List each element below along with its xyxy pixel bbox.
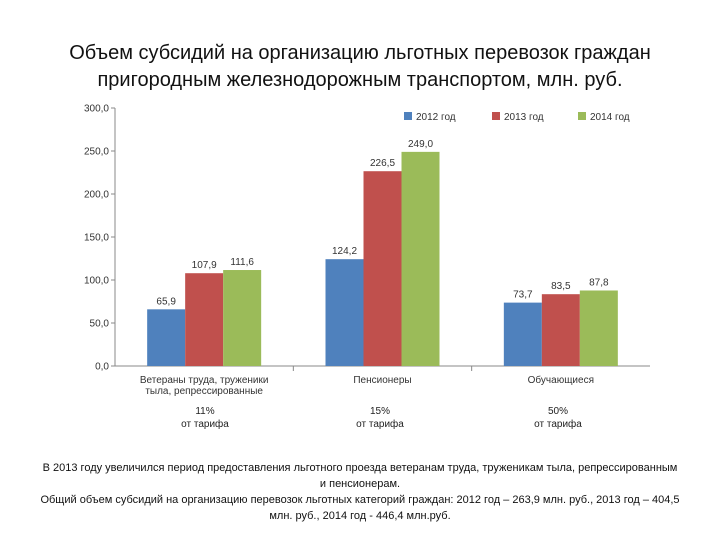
legend-label: 2014 год: [590, 112, 630, 123]
bar: [401, 151, 440, 366]
bar: [503, 302, 542, 366]
bar: [363, 171, 402, 366]
legend-swatch: [404, 112, 412, 120]
annotation-percent: 50%: [547, 406, 568, 417]
bar: [541, 294, 580, 366]
legend-swatch: [492, 112, 500, 120]
bar: [223, 270, 262, 366]
category-label: Пенсионеры: [353, 375, 411, 386]
data-label: 73,7: [513, 290, 533, 301]
chart-area: 0,0 50,0 100,0 150,0 200,0 250,0 300,0 65,9 107,…: [60, 100, 660, 410]
annotation-percent: 15%: [369, 406, 390, 417]
data-label: 65,9: [156, 296, 176, 307]
annotation-text: от тарифа: [534, 419, 582, 430]
data-label: 124,2: [332, 246, 357, 257]
y-tick-label: 50,0: [90, 319, 110, 330]
legend-swatch: [578, 112, 586, 120]
bar: [185, 273, 224, 366]
y-tick-label: 100,0: [84, 276, 109, 287]
bar: [147, 309, 186, 366]
y-tick-label: 300,0: [84, 104, 109, 115]
annotation-percent: 11%: [195, 406, 215, 417]
bar: [579, 290, 618, 366]
category-label: Обучающиеся: [528, 374, 594, 386]
footer-line-2: Общий объем субсидий на организацию пере…: [40, 494, 680, 522]
data-label: 111,6: [230, 257, 254, 268]
legend-label: 2013 год: [504, 112, 544, 123]
footer-line-1: В 2013 году увеличился период предоставл…: [42, 462, 678, 490]
category-label: Ветераны труда, труженики: [140, 375, 269, 386]
bar-chart: 0,0 50,0 100,0 150,0 200,0 250,0 300,0 65,9 107,…: [84, 104, 650, 397]
annotation-pensioners: 15% от тарифа: [320, 405, 440, 431]
data-label: 226,5: [370, 158, 395, 169]
data-label: 249,0: [408, 139, 433, 150]
category-label: тыла, репрессированные: [145, 386, 263, 397]
chart-title: Объем субсидий на организацию льготных п…: [69, 42, 651, 91]
y-tick-label: 200,0: [84, 190, 109, 201]
y-tick-label: 150,0: [84, 233, 109, 244]
bar: [325, 259, 364, 366]
y-tick-label: 250,0: [84, 147, 109, 158]
y-tick-label: 0,0: [95, 362, 109, 373]
legend-label: 2012 год: [416, 112, 456, 123]
data-label: 107,9: [192, 260, 217, 271]
annotation-text: от тарифа: [356, 419, 404, 430]
annotation-veterans: 11% от тарифа: [145, 405, 265, 431]
data-label: 87,8: [589, 277, 609, 288]
annotation-students: 50% от тарифа: [498, 405, 618, 431]
data-label: 83,5: [551, 281, 571, 292]
footer-notes: В 2013 году увеличился период предоставл…: [40, 460, 680, 524]
annotation-text: от тарифа: [181, 419, 229, 430]
